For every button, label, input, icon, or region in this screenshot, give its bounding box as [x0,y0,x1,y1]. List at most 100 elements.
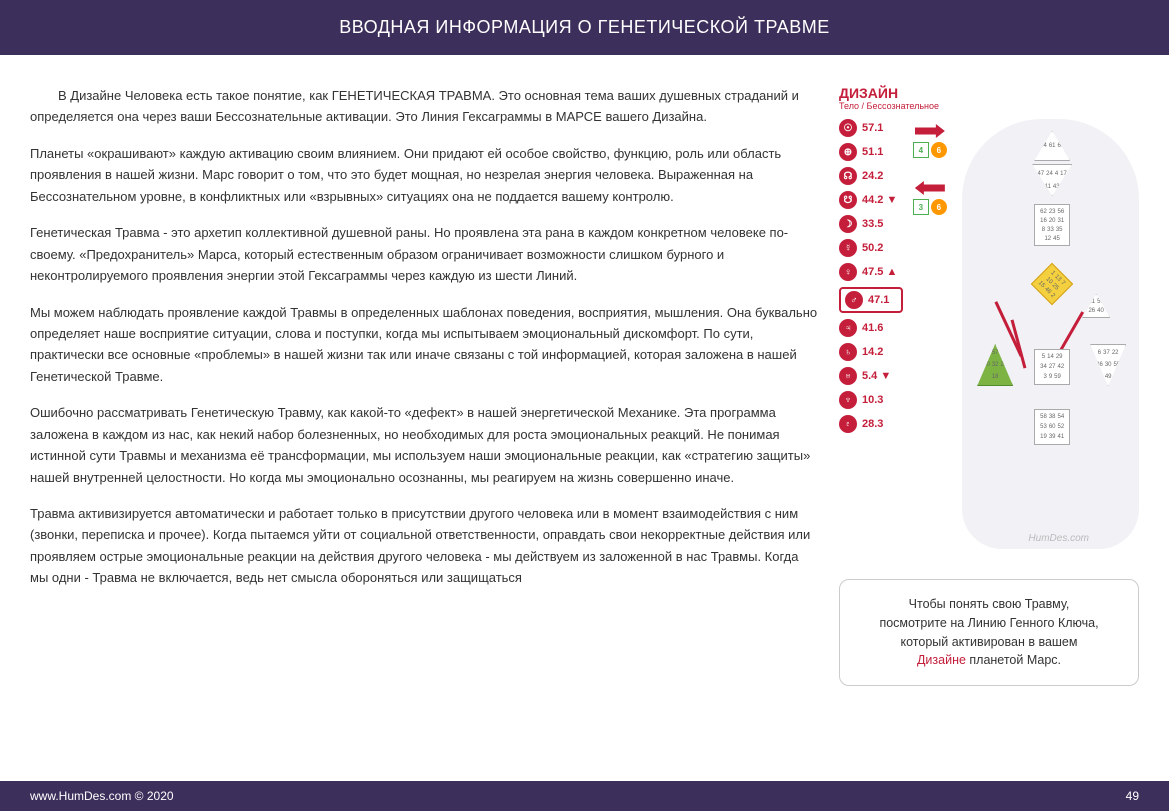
gate-number: 8 [1042,227,1045,233]
gate-number: 27 [1049,364,1056,370]
gate-number: 57 [992,350,999,356]
gate-number: 14 [1047,354,1054,360]
planet-value: 51.1 [862,146,883,158]
paragraph-3: Генетическая Травма - это архетип коллек… [30,222,819,286]
planet-column: ☉57.1⊕51.1☊24.2☋44.2 ▼☽33.5☿50.2♀47.5 ▲♂… [839,119,903,549]
gate-number: 41 [1058,434,1065,440]
gate-number: 9 [1049,374,1052,380]
chart-area: ☉57.1⊕51.1☊24.2☋44.2 ▼☽33.5☿50.2♀47.5 ▲♂… [839,119,1139,549]
paragraph-1: В Дизайне Человека есть такое понятие, к… [30,85,819,128]
side-column: ДИЗАЙН Тело / Бессознательное ☉ 57.1 ⊕ 51.1… [839,85,1139,771]
center-root: 583854536052193941 [1034,409,1070,445]
page-title: ВВОДНАЯ ИНФОРМАЦИЯ О ГЕНЕТИЧЕСКОЙ ТРАВМЕ [339,17,830,38]
planet-icon: ☽ [839,215,857,233]
gate-number: 26 [1088,308,1095,314]
gate-number: 49 [1105,374,1112,380]
planet-row: ♂ 47.1 [839,287,903,313]
planet-icon: ☉ [839,119,857,137]
gate-number: 7 [1059,280,1066,287]
gate-number: 53 [1040,424,1047,430]
planet-row: ♆ 10.3 [839,391,903,409]
gate-number: 30 [1105,362,1112,368]
gate-number: 3 [1043,374,1046,380]
triangle-badge: 4 [913,142,929,158]
gate-number: 52 [1058,424,1065,430]
page-footer: www.HumDes.com © 2020 49 [0,781,1169,811]
bodygraph: HumDes.com 64616347244171143622356162031… [962,119,1139,549]
gate-number: 59 [1054,374,1061,380]
planet-value: 41.6 [862,322,883,334]
page: ВВОДНАЯ ИНФОРМАЦИЯ О ГЕНЕТИЧЕСКОЙ ТРАВМЕ… [0,0,1169,811]
info-line2: посмотрите на Линию Генного Ключа, [879,616,1098,630]
planet-icon: ♀ [839,263,857,281]
planet-icon: ♆ [839,391,857,409]
content-area: В Дизайне Человека есть такое понятие, к… [0,55,1169,781]
triangle-badge: 3 [913,199,929,215]
gate-number: 5 [1042,354,1045,360]
planet-row: ♇ 28.3 [839,415,903,433]
gate-number: 18 [992,374,999,380]
planet-icon: ☋ [839,191,857,209]
gate-number: 62 [1040,209,1047,215]
page-header: ВВОДНАЯ ИНФОРМАЦИЯ О ГЕНЕТИЧЕСКОЙ ТРАВМЕ [0,0,1169,55]
paragraph-6: Травма активизируется автоматически и ра… [30,503,819,589]
watermark: HumDes.com [1028,533,1089,544]
gate-number: 19 [1040,434,1047,440]
center-sacral: 51429 342742 3959 [1034,349,1070,385]
gate-number: 22 [1112,350,1119,356]
planet-value: 28.3 [862,418,883,430]
planet-row: ⊕ 51.1 [839,143,903,161]
paragraph-2: Планеты «окрашивают» каждую активацию св… [30,143,819,207]
planet-icon: ☊ [839,167,857,185]
planet-icon: ♂ [845,291,863,309]
planet-icon: ⊕ [839,143,857,161]
gate-number: 31 [1058,218,1065,224]
arrow-right-icon [915,124,945,138]
planet-icon: ♇ [839,415,857,433]
gate-number: 54 [1058,414,1065,420]
planet-value: 5.4 ▼ [862,370,891,382]
gate-number: 61 [1049,143,1056,149]
circle-badge: 6 [931,142,947,158]
design-subtitle: Тело / Бессознательное [839,101,1139,111]
planet-value: 47.1 [868,294,889,306]
arrow-column: 4 6 3 6 [913,119,952,549]
gate-number: 12 [1044,236,1051,242]
gate-number: 56 [1058,209,1065,215]
gate-number: 6 [1098,350,1101,356]
planet-value: 57.1 [862,122,883,134]
text-column: В Дизайне Человека есть такое понятие, к… [30,85,819,771]
gate-number: 42 [1058,364,1065,370]
gate-number: 29 [1056,354,1063,360]
planet-value: 14.2 [862,346,883,358]
gate-number: 33 [1047,227,1054,233]
gate-number: 34 [1040,364,1047,370]
planet-value: 50.2 [862,242,883,254]
paragraph-5: Ошибочно рассматривать Генетическую Трав… [30,402,819,488]
paragraph-4: Мы можем наблюдать проявление каждой Тра… [30,302,819,388]
planet-value: 33.5 [862,218,883,230]
gate-number: 35 [1056,227,1063,233]
info-line1: Чтобы понять свою Травму, [909,597,1070,611]
circle-badge: 6 [931,199,947,215]
gate-number: 58 [1040,414,1047,420]
planet-icon: ♄ [839,343,857,361]
gate-number: 38 [1049,414,1056,420]
footer-page: 49 [1126,789,1139,803]
planet-row: ☉ 57.1 [839,119,903,137]
planet-value: 10.3 [862,394,883,406]
gate-number: 2 [1049,292,1056,299]
planet-icon: ♅ [839,367,857,385]
planet-icon: ☿ [839,239,857,257]
planet-row: ☽ 33.5 [839,215,903,233]
gate-number: 20 [1049,218,1056,224]
design-title: ДИЗАЙН [839,85,1139,101]
gate-number: 24 [1046,171,1053,177]
planet-row: ☿ 50.2 [839,239,903,257]
info-box: Чтобы понять свою Травму, посмотрите на … [839,579,1139,686]
planet-row: ☊24.2 [839,167,903,185]
gate-number: 16 [1040,218,1047,224]
planet-row: ♄ 14.2 [839,343,903,361]
info-line4-red: Дизайне [917,653,966,667]
gate-number: 40 [1097,308,1104,314]
